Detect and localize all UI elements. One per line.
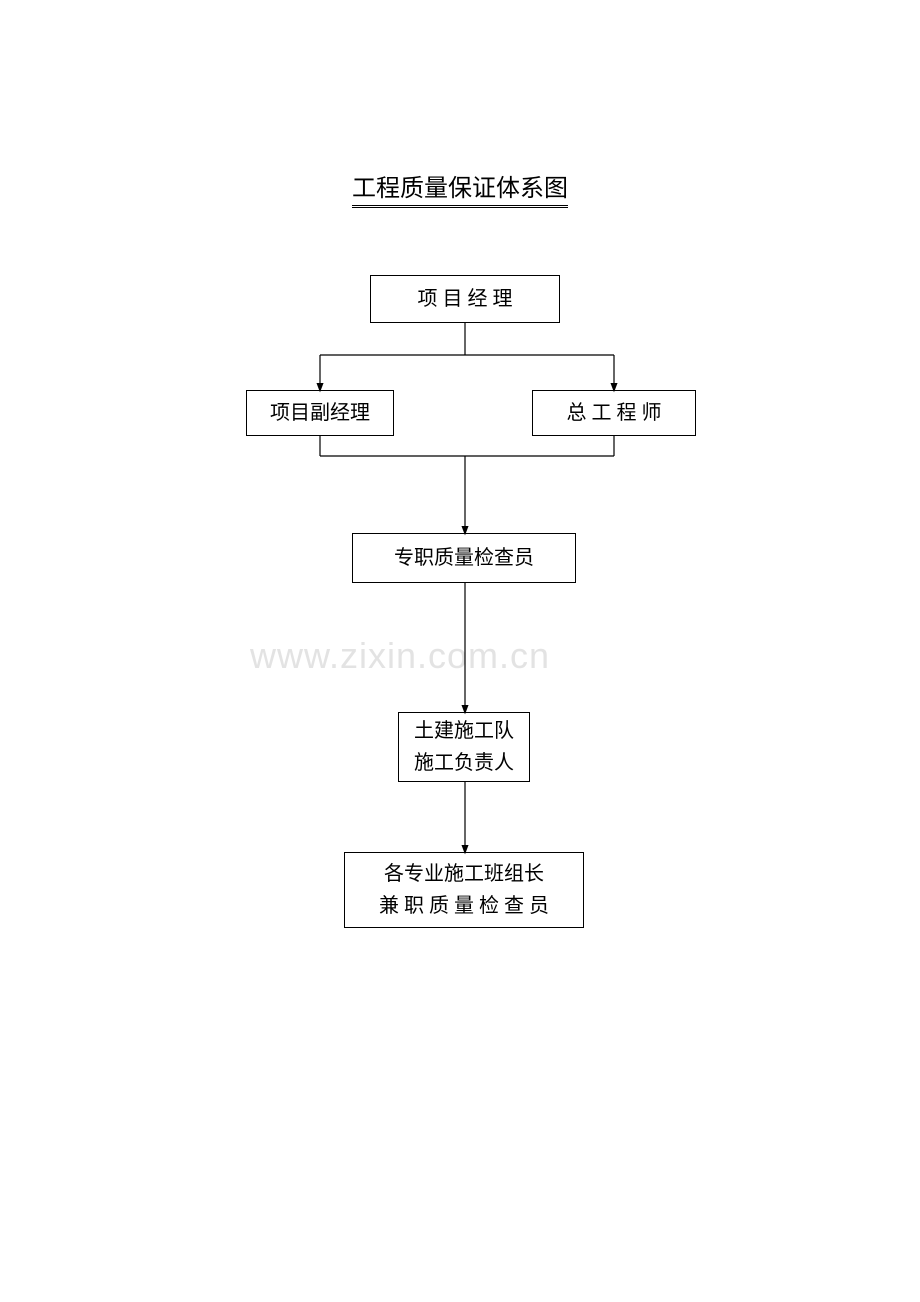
- node-line-1: 各专业施工班组长: [384, 858, 544, 890]
- node-team-leaders: 各专业施工班组长 兼 职 质 量 检 查 员: [344, 852, 584, 928]
- node-project-manager: 项 目 经 理: [370, 275, 560, 323]
- node-chief-engineer: 总 工 程 师: [532, 390, 696, 436]
- node-label: 项 目 经 理: [418, 283, 513, 315]
- node-construction-team: 土建施工队 施工负责人: [398, 712, 530, 782]
- node-label: 项目副经理: [270, 397, 370, 429]
- node-label: 总 工 程 师: [567, 397, 662, 429]
- diagram-title: 工程质量保证体系图: [0, 168, 920, 208]
- node-line-2: 施工负责人: [414, 747, 514, 779]
- node-deputy-manager: 项目副经理: [246, 390, 394, 436]
- node-label: 专职质量检查员: [394, 542, 534, 574]
- node-line-1: 土建施工队: [414, 715, 514, 747]
- watermark-text: www.zixin.com.cn: [250, 635, 550, 677]
- node-quality-inspector: 专职质量检查员: [352, 533, 576, 583]
- title-text: 工程质量保证体系图: [352, 168, 568, 208]
- node-line-2: 兼 职 质 量 检 查 员: [379, 890, 549, 922]
